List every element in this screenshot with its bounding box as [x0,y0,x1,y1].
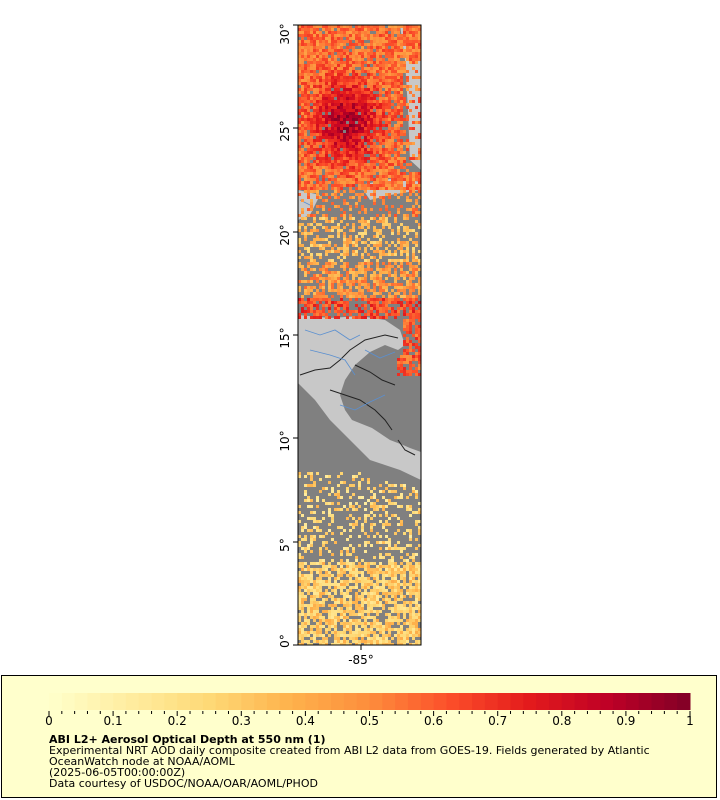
legend-title: ABI L2+ Aerosol Optical Depth at 550 nm … [49,733,326,746]
colorbar-cell [305,693,319,710]
legend-description-cont: OceanWatch node at NOAA/AOML [49,755,235,768]
lat-label-15: 15° [278,327,292,348]
lat-label-0: 0° [278,634,292,648]
colorbar-cell [459,693,473,710]
colorbar-cell [677,693,691,710]
legend-description: Experimental NRT AOD daily composite cre… [49,744,650,757]
colorbar-cell [343,693,358,710]
colorbar-cell [100,693,114,710]
lat-label-20: 20° [278,224,292,245]
colorbar-cell [600,693,614,710]
legend-panel: 0 0.1 0.2 0.3 0.4 0.5 0.6 0.7 0.8 0.9 1 ABI L2+ Ae… [1,675,717,798]
country-borders [299,334,416,456]
colorbar-cell [613,693,627,710]
colorbar-cell [651,693,665,710]
aod-data-field [298,25,421,645]
colorbar-tick-label: 0.8 [552,714,571,728]
colorbar-cell [395,693,409,710]
colorbar-cell [125,693,140,710]
colorbar-cell [433,693,447,710]
legend-credit: Data courtesy of USDOC/NOAA/OAR/AOML/PHO… [49,777,318,790]
lon-label-85w: -85° [348,653,374,667]
legend-date: (2025-06-05T00:00:00Z) [49,766,186,779]
colorbar-cell [74,693,88,710]
colorbar-cell [574,693,588,710]
colorbar-cell [548,693,563,710]
colorbar-cell [177,693,191,710]
colorbar-cell [254,693,268,710]
colorbar-cell [664,693,678,710]
colorbar-cell [49,693,63,710]
colorbar-tick-label: 0 [45,714,53,728]
colorbar-tick-label: 0.4 [296,714,315,728]
colorbar-cell [561,693,576,710]
colorbar-cell [446,693,460,710]
colorbar-cell [292,693,306,710]
colorbar-cell [407,693,422,710]
aod-colorbar: 0 0.1 0.2 0.3 0.4 0.5 0.6 0.7 0.8 0.9 1 [45,693,694,728]
colorbar-cell [382,693,396,710]
colorbar-cell [420,693,435,710]
land-central-america [298,315,421,480]
colorbar-cell [331,693,345,710]
colorbar-cell [587,693,601,710]
colorbar-cell [164,693,178,710]
colorbar-tick-label: 0.6 [424,714,443,728]
colorbar-cell [369,693,383,710]
lat-label-30: 30° [278,23,292,44]
colorbar-cell [138,693,153,710]
colorbar-cell [190,693,204,710]
colorbar-cell [151,693,165,710]
lat-label-5: 5° [278,538,292,552]
map-area: 30° 25° 20° 15° 10° 5° 0° -85° [278,23,422,667]
colorbar-cell [228,693,242,710]
colorbar-cell [472,693,486,710]
colorbar-cell [113,693,127,710]
colorbar-ticks [48,711,691,716]
map-layers [298,25,421,645]
colorbar-cell [638,693,653,710]
colorbar-cell [215,693,229,710]
colorbar-cells [49,693,691,710]
colorbar-tick-label: 0.1 [104,714,123,728]
colorbar-cell [356,693,370,710]
colorbar-tick-label: 0.7 [488,714,507,728]
colorbar-cell [497,693,512,710]
colorbar-cell [536,693,550,710]
colorbar-cell [87,693,101,710]
colorbar-tick-label: 0.3 [232,714,251,728]
colorbar-tick-label: 0.5 [360,714,379,728]
lat-label-10: 10° [278,430,292,451]
colorbar-cell [484,693,499,710]
colorbar-cell [266,693,281,710]
rivers [299,199,396,411]
colorbar-tick-label: 1 [686,714,694,728]
colorbar-tick-label: 0.9 [616,714,635,728]
aod-map: 30° 25° 20° 15° 10° 5° 0° -85° [278,23,422,667]
colorbar-cell [523,693,537,710]
map-ticks [293,24,362,650]
colorbar-cell [510,693,524,710]
colorbar-cell [241,693,255,710]
colorbar-cell [625,693,640,710]
colorbar-tick-labels: 0 0.1 0.2 0.3 0.4 0.5 0.6 0.7 0.8 0.9 1 [45,714,694,728]
colorbar-cell [279,693,294,710]
lat-label-25: 25° [278,120,292,141]
colorbar-cell [61,693,76,710]
colorbar-cell [202,693,217,710]
colorbar-tick-label: 0.2 [168,714,187,728]
colorbar-cell [318,693,332,710]
